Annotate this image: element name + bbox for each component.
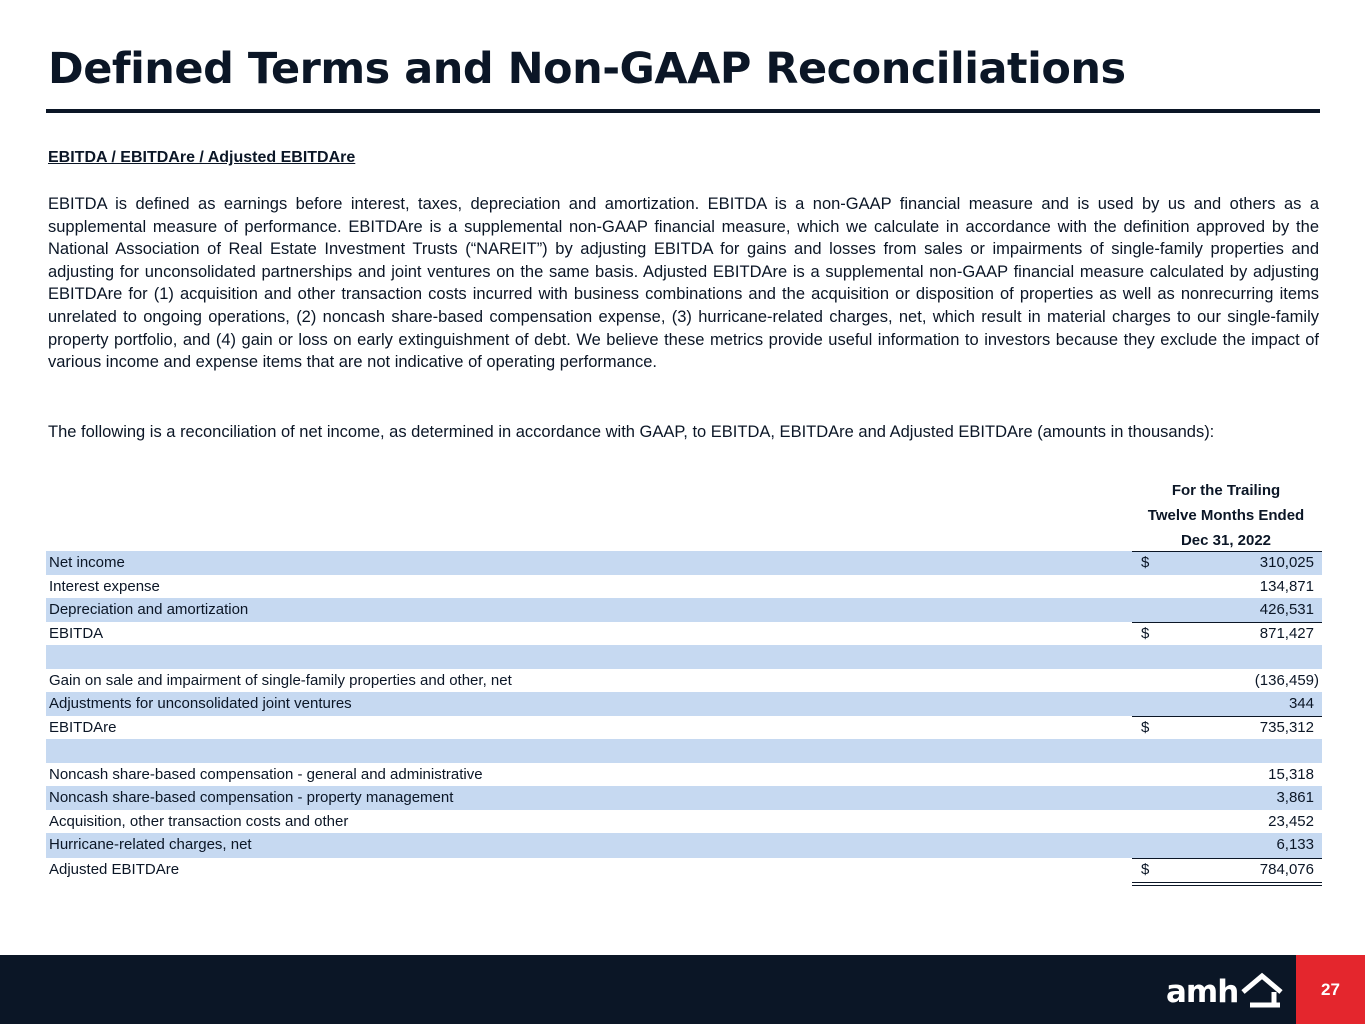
row-amount: 871,427 [1259,624,1314,642]
page-number: 27 [1321,979,1340,999]
table-row: Net income $ 310,025 [46,551,1322,575]
logo-text: amh [1166,974,1239,1010]
table-row: Interest expense 134,871 [46,575,1322,599]
row-label: Noncash share-based compensation - gener… [49,765,483,783]
row-label: Depreciation and amortization [49,601,249,618]
table-row: Adjustments for unconsolidated joint ven… [46,692,1322,716]
amh-logo: amh [1166,968,1284,1012]
row-label: Interest expense [49,577,160,595]
row-label: EBITDA [49,624,104,642]
row-amount: 310,025 [1259,554,1314,571]
row-amount: 784,076 [1259,861,1314,878]
row-amount: 23,452 [1268,812,1314,830]
row-amount: 6,133 [1276,836,1314,853]
table-row-spacer [46,645,1322,669]
column-header-line-3: Dec 31, 2022 [1180,532,1272,549]
table-row: Noncash share-based compensation - prope… [46,786,1322,810]
definition-paragraph: EBITDA is defined as earnings before int… [48,195,1319,372]
row-amount: 15,318 [1268,765,1314,783]
row-amount: 735,312 [1259,718,1314,736]
column-header-line-1: For the Trailing [1171,482,1281,499]
section-heading: EBITDA / EBITDAre / Adjusted EBITDAre [48,149,356,166]
currency-symbol: $ [1141,718,1150,736]
page-number-badge: 27 [1296,955,1365,1024]
row-label: Adjusted EBITDAre [49,861,180,878]
currency-symbol: $ [1141,554,1150,571]
currency-symbol: $ [1141,624,1150,642]
row-label: Acquisition, other transaction costs and… [49,812,349,830]
table-row: Hurricane-related charges, net 6,133 [46,833,1322,858]
reconciliation-table: Net income $ 310,025 Interest expense 13… [46,551,1322,885]
table-row-total: Adjusted EBITDAre $ 784,076 [46,858,1322,885]
row-amount: (136,459) [1254,671,1319,689]
table-row-spacer [46,739,1322,763]
row-label: Gain on sale and impairment of single-fa… [49,671,512,689]
table-row: Depreciation and amortization 426,531 [46,598,1322,622]
table-row-subtotal: EBITDA $ 871,427 [46,621,1322,649]
row-label: Noncash share-based compensation - prope… [49,789,454,806]
footer-bar [0,955,1365,1024]
row-amount: 344 [1288,695,1314,712]
title-divider [46,109,1320,113]
table-row-subtotal: EBITDAre $ 735,312 [46,715,1322,743]
row-label: Net income [49,554,125,571]
row-label: EBITDAre [49,718,117,736]
column-header: For the Trailing Twelve Months Ended Dec… [1131,478,1321,553]
house-roof-icon [1241,972,1283,1008]
row-label: Hurricane-related charges, net [49,836,252,853]
column-header-line-2: Twelve Months Ended [1147,507,1305,524]
row-label: Adjustments for unconsolidated joint ven… [49,695,352,712]
table-row: Gain on sale and impairment of single-fa… [46,669,1322,693]
reconciliation-intro-paragraph: The following is a reconciliation of net… [48,423,1215,441]
page-title: Defined Terms and Non-GAAP Reconciliatio… [48,44,1126,94]
table-row: Acquisition, other transaction costs and… [46,810,1322,834]
row-amount: 3,861 [1276,789,1314,806]
row-amount: 426,531 [1259,601,1314,618]
currency-symbol: $ [1141,861,1150,878]
table-row: Noncash share-based compensation - gener… [46,763,1322,787]
row-amount: 134,871 [1259,577,1314,595]
